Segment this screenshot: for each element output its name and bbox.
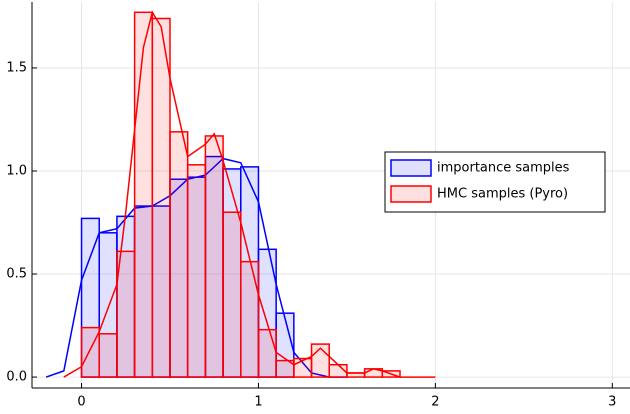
density-line [45,157,347,378]
x-tick-label: 0 [77,395,85,410]
bar [80,326,100,378]
y-tick-label: 0.0 [6,370,27,385]
y-tick-label: 1.5 [6,60,27,75]
legend: importance samples HMC samples (Pyro) [384,151,606,213]
x-tick-label: 2 [431,395,439,410]
bar [186,164,207,378]
bar [204,135,224,378]
legend-swatch [390,159,432,177]
bar [133,11,154,378]
bar [151,17,171,378]
bar [169,131,189,378]
legend-label: HMC samples (Pyro) [437,187,568,202]
x-tick-label: 1 [254,395,262,410]
y-tick-label: 1.0 [6,163,27,178]
x-tick-label: 3 [608,395,616,410]
legend-swatch [390,185,432,203]
bar [240,260,260,378]
bar [222,211,242,378]
bar [257,328,277,378]
bar [98,333,118,378]
y-tick-label: 0.5 [6,267,27,282]
density-line [63,10,436,378]
legend-label: importance samples [437,161,570,176]
bar [116,250,136,378]
